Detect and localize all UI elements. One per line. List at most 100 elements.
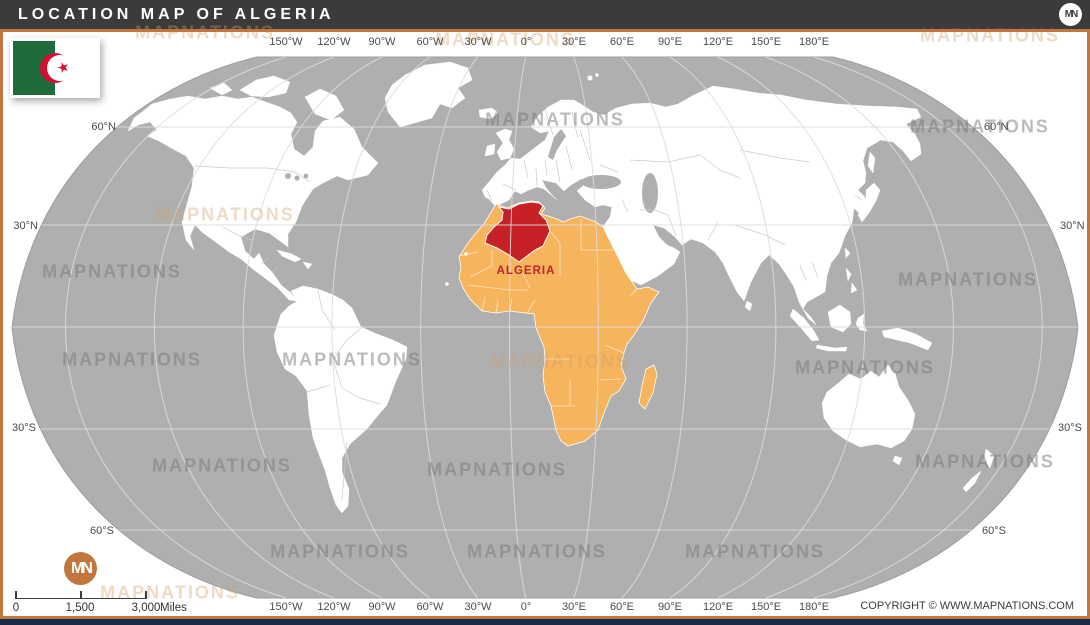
baffin-island (304, 88, 345, 121)
iceland (478, 107, 499, 120)
logo-text: MN (1064, 9, 1078, 20)
lon-label-bottom: 0° (520, 601, 532, 613)
country-borders (193, 109, 863, 501)
arctic-islands (239, 75, 291, 98)
great-lakes (285, 173, 291, 179)
meridian-line (420, 57, 479, 598)
philippines-2 (850, 282, 858, 294)
new-guinea (881, 327, 933, 351)
sakhalin (867, 151, 876, 174)
south-america (273, 285, 408, 514)
lon-label-bottom: 180°E (798, 601, 830, 613)
scale-label-3000: 3,000 (131, 602, 161, 614)
lon-label-top: 60°E (610, 36, 634, 48)
lon-label-bottom: 60°E (610, 601, 634, 613)
scale-label-1500: 1,500 (65, 602, 95, 614)
copyright-text: COPYRIGHT © WWW.MAPNATIONS.COM (860, 600, 1074, 612)
lat-label-left: 30°S (12, 422, 36, 434)
page-title: LOCATION MAP OF ALGERIA (18, 5, 335, 23)
meridian-line (669, 57, 777, 598)
canary-islands (464, 252, 468, 256)
great-lakes-2 (294, 175, 300, 181)
great-britain (495, 128, 515, 161)
greenland (384, 61, 473, 128)
title-bar: LOCATION MAP OF ALGERIA MN (0, 0, 1090, 29)
graticule (12, 57, 1078, 598)
lat-label-right: 30°N (1060, 220, 1085, 232)
lon-label-bottom: 90°W (368, 601, 396, 613)
lon-label-top: 120°E (702, 36, 734, 48)
mn-logo-text: MN (71, 559, 93, 577)
sumatra (789, 308, 820, 342)
new-zealand-south (962, 470, 982, 493)
meridian-line (64, 57, 286, 598)
lon-label-bottom: 150°W (269, 601, 303, 613)
meridian-line (153, 57, 334, 598)
flag-crescent-cutout (47, 55, 73, 81)
lat-label-right: 60°S (982, 525, 1006, 537)
ireland (484, 143, 496, 157)
cuba (276, 249, 302, 263)
eurasia (481, 85, 922, 326)
scale-tick-mid (80, 591, 82, 599)
lon-label-bottom: 30°W (464, 601, 492, 613)
black-sea (581, 175, 621, 189)
lon-label-top: 180°E (798, 36, 830, 48)
lat-label-left: 30°N (13, 220, 38, 232)
meridian-line (717, 57, 866, 598)
caspian-sea (642, 173, 658, 213)
footer-strip (0, 619, 1090, 625)
great-lakes-3 (303, 173, 309, 179)
lon-label-bottom: 90°E (658, 601, 682, 613)
taiwan (844, 247, 851, 259)
new-zealand-north (983, 448, 995, 469)
scale-unit: Miles (160, 602, 187, 614)
north-america (127, 95, 379, 302)
java (815, 344, 848, 352)
meridian-line (813, 57, 1043, 598)
meridian-line (242, 57, 383, 598)
meridian-line (508, 57, 527, 598)
lon-label-top: 30°E (562, 36, 586, 48)
lon-label-top: 60°W (416, 36, 444, 48)
lon-label-bottom: 120°W (317, 601, 351, 613)
mapnations-round-logo-icon: MN (64, 552, 97, 585)
meridian-line (765, 57, 954, 598)
tasmania (892, 455, 903, 466)
africa (458, 200, 660, 447)
lon-label-bottom: 150°E (750, 601, 782, 613)
lat-label-right: 60°N (984, 121, 1009, 133)
lat-label-left: 60°S (90, 525, 114, 537)
cape-verde (445, 282, 449, 286)
svalbard-2 (595, 73, 599, 77)
svalbard (587, 75, 593, 81)
meridian-line (331, 57, 431, 598)
scale-tick-end (145, 591, 147, 599)
hispaniola (302, 261, 313, 270)
lon-label-top: 150°W (269, 36, 303, 48)
lat-label-right: 30°S (1058, 422, 1082, 434)
madagascar (638, 364, 658, 410)
lon-label-bottom: 30°E (562, 601, 586, 613)
baltic-sea (548, 129, 566, 160)
scale-tick-start (15, 591, 17, 599)
landmasses (127, 61, 995, 514)
algeria-label: ALGERIA (497, 265, 556, 277)
lon-label-top: 150°E (750, 36, 782, 48)
lon-label-top: 90°E (658, 36, 682, 48)
lon-label-top: 0° (520, 36, 532, 48)
algeria-flag: ★ (10, 38, 100, 98)
meridian-line (621, 57, 688, 598)
scale-bar: 0 1,500 3,000 Miles (0, 590, 220, 620)
lon-label-top: 30°W (464, 36, 492, 48)
meridian-line (573, 57, 599, 598)
lon-label-bottom: 60°W (416, 601, 444, 613)
algeria-country (484, 201, 551, 263)
lon-label-top: 90°W (368, 36, 396, 48)
mapnations-logo-icon: MN (1059, 3, 1082, 26)
japan (857, 182, 881, 223)
lon-label-top: 120°W (317, 36, 351, 48)
lon-label-bottom: 120°E (702, 601, 734, 613)
